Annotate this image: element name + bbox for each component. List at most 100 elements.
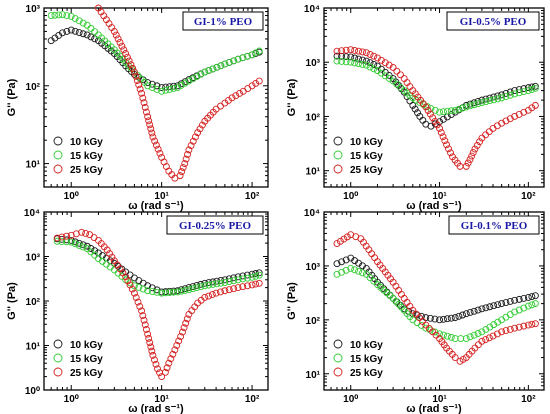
- data-point: [118, 42, 126, 50]
- data-point: [528, 83, 536, 91]
- data-point: [75, 29, 83, 36]
- data-point: [87, 245, 95, 252]
- data-point: [482, 98, 490, 106]
- data-point: [136, 85, 144, 93]
- data-point: [133, 77, 141, 85]
- data-point: [333, 240, 341, 247]
- data-point: [205, 281, 213, 289]
- legend-marker: [53, 136, 63, 146]
- data-point: [189, 285, 197, 293]
- y-tick-label: 10³: [306, 262, 321, 273]
- data-point: [138, 307, 146, 315]
- data-point: [201, 282, 209, 290]
- data-point: [255, 271, 263, 279]
- data-point: [474, 341, 482, 349]
- data-point: [474, 306, 482, 314]
- data-point: [145, 334, 153, 342]
- data-point: [511, 90, 519, 98]
- data-point: [439, 133, 447, 141]
- data-point: [174, 288, 182, 296]
- data-point: [443, 141, 451, 149]
- y-tick-label: 10¹: [306, 370, 321, 381]
- data-point: [71, 27, 79, 35]
- data-point: [486, 303, 494, 311]
- data-point: [179, 328, 186, 336]
- data-point: [478, 337, 486, 345]
- data-point: [239, 54, 247, 62]
- data-point: [462, 162, 470, 170]
- data-point: [232, 92, 240, 100]
- data-point: [162, 289, 170, 297]
- data-point: [355, 267, 363, 275]
- data-point: [336, 237, 344, 245]
- legend-marker: [53, 339, 63, 349]
- chart-panel-2: 10⁰ 10¹ 10² 10¹ 10² 10³ 10⁴ ω (rad s⁻¹) G'' (Pa)…: [286, 4, 545, 212]
- data-point: [370, 277, 378, 285]
- data-point: [342, 266, 350, 274]
- data-point: [426, 110, 434, 118]
- data-point: [161, 368, 169, 376]
- data-point: [520, 85, 528, 93]
- data-point: [127, 61, 135, 69]
- data-point: [53, 237, 61, 245]
- data-point: [466, 102, 474, 110]
- y-tick-label: 10³: [26, 253, 41, 264]
- legend-marker: [53, 367, 63, 377]
- data-point: [71, 240, 79, 248]
- data-point: [362, 61, 370, 69]
- data-point: [520, 294, 528, 302]
- data-point: [531, 300, 539, 308]
- data-point: [466, 333, 474, 341]
- data-point: [181, 160, 189, 168]
- data-point: [201, 294, 209, 301]
- legend-marker: [333, 353, 343, 363]
- data-point: [482, 325, 490, 333]
- data-point: [75, 239, 83, 247]
- data-point: [397, 71, 404, 79]
- data-point: [451, 106, 459, 114]
- data-point: [106, 250, 114, 258]
- data-point: [333, 260, 341, 268]
- data-point: [112, 31, 120, 39]
- data-point: [470, 331, 478, 339]
- data-point: [79, 241, 87, 249]
- y-tick-label: 10⁴: [24, 208, 40, 219]
- data-point: [141, 103, 149, 111]
- data-point: [154, 365, 161, 373]
- data-point: [228, 94, 236, 102]
- data-point: [130, 289, 138, 297]
- data-point: [234, 276, 242, 284]
- data-point: [75, 17, 83, 25]
- data-point: [144, 287, 152, 295]
- panel-title-box: [182, 11, 264, 31]
- data-point: [136, 302, 144, 310]
- data-point: [411, 105, 419, 113]
- data-point: [476, 138, 484, 146]
- data-point: [459, 104, 467, 112]
- legend-marker: [333, 164, 343, 174]
- data-point: [196, 125, 204, 133]
- data-point: [225, 286, 233, 294]
- data-point: [75, 241, 83, 249]
- data-point: [490, 93, 498, 101]
- legend-marker: [333, 339, 343, 349]
- data-point: [141, 321, 149, 329]
- panel-title-box: [446, 11, 540, 31]
- legend-marker: [333, 136, 343, 146]
- data-point: [213, 280, 221, 288]
- data-point: [362, 57, 370, 65]
- data-point: [490, 96, 498, 104]
- data-point: [462, 103, 470, 111]
- data-point: [342, 46, 350, 54]
- x-tick-label: 10⁰: [64, 191, 79, 202]
- data-point: [170, 85, 178, 92]
- data-point: [145, 117, 153, 125]
- data-point: [381, 59, 389, 67]
- data-point: [110, 27, 118, 35]
- data-point: [135, 277, 143, 284]
- data-point: [333, 52, 341, 60]
- data-point: [524, 294, 532, 301]
- data-point: [493, 330, 501, 338]
- panel-title: GI-0.5% PEO: [460, 16, 527, 28]
- data-point: [140, 316, 148, 324]
